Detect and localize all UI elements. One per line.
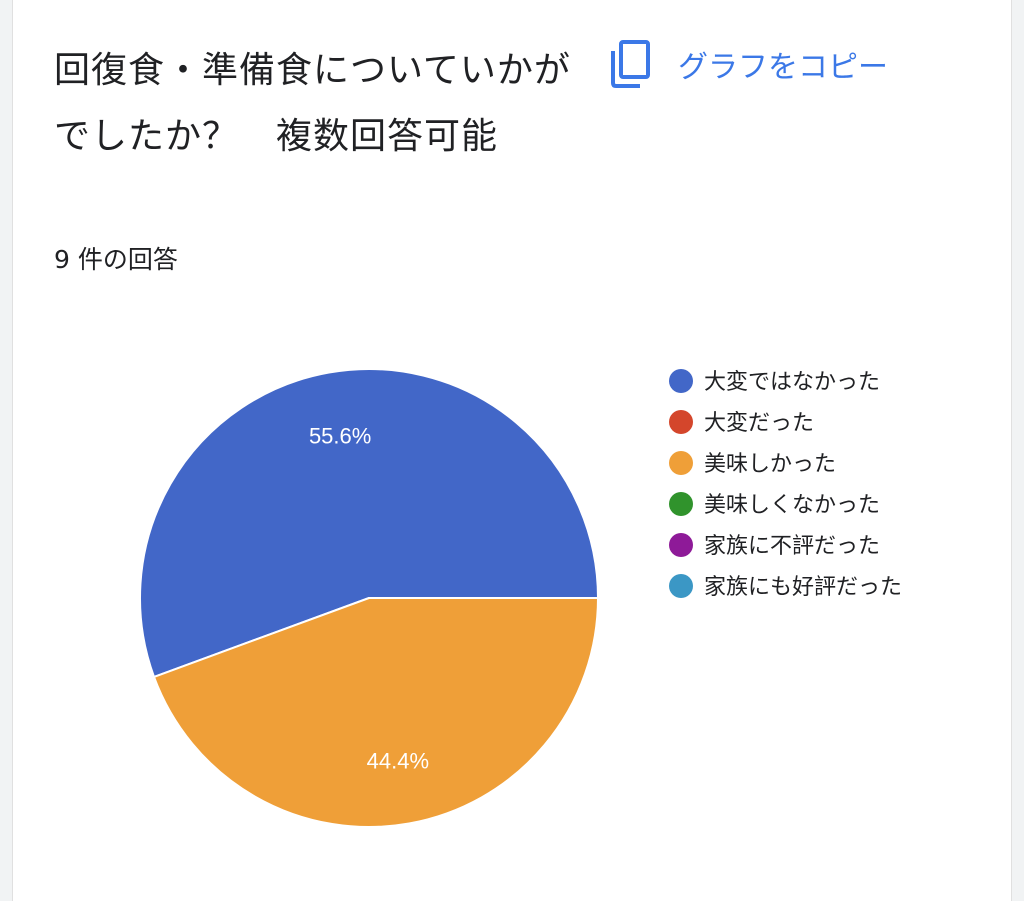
legend-swatch-5 (669, 574, 693, 598)
copy-icon (608, 39, 652, 89)
legend-label-3[interactable]: 美味しくなかった (704, 493, 880, 518)
copy-chart-button[interactable]: グラフをコピー (608, 36, 888, 92)
legend-swatch-0 (669, 369, 693, 393)
legend-label-1[interactable]: 大変だった (704, 411, 814, 436)
copy-chart-label: グラフをコピー (678, 50, 888, 85)
response-count: 9 件の回答 (54, 245, 178, 274)
legend-label-4[interactable]: 家族に不評だった (704, 534, 880, 559)
pie-slice-labels: 55.6% 44.4% (309, 424, 429, 774)
chart-legend: 大変ではなかった大変だった美味しかった美味しくなかった家族に不評だった家族にも好… (669, 369, 902, 600)
legend-swatch-4 (669, 533, 693, 557)
pie-slice-0[interactable] (139, 368, 600, 679)
legend-swatch-3 (669, 492, 693, 516)
legend-label-5[interactable]: 家族にも好評だった (704, 575, 902, 600)
legend-swatch-1 (669, 410, 693, 434)
pie-slice-2[interactable] (152, 597, 600, 828)
legend-swatch-2 (669, 451, 693, 475)
legend-label-0[interactable]: 大変ではなかった (704, 370, 880, 395)
legend-label-2[interactable]: 美味しかった (704, 452, 836, 477)
slice-label-2: 44.4% (367, 748, 429, 773)
slice-label-0: 55.6% (309, 424, 371, 449)
question-title: 回復食・準備食についていかがでしたか？ 複数回答可能 (54, 50, 571, 157)
pie-slices (139, 368, 600, 828)
